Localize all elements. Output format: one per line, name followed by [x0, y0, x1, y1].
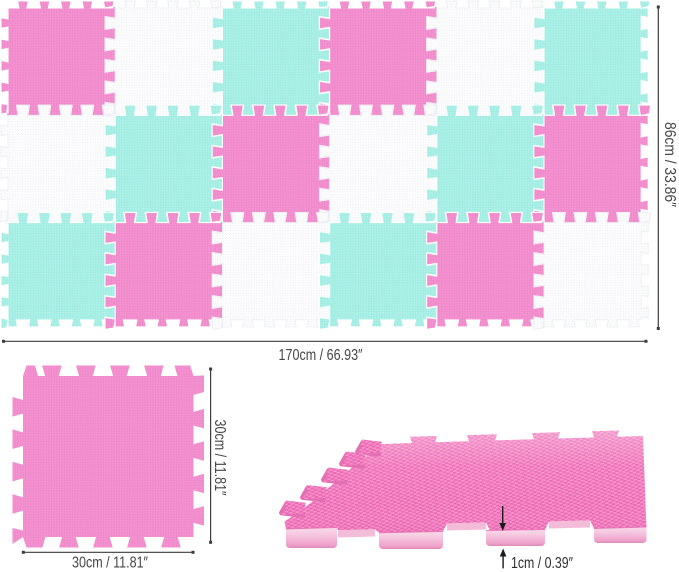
svg-text:1cm / 0.39″: 1cm / 0.39″: [511, 555, 573, 572]
svg-text:170cm / 66.93″: 170cm / 66.93″: [279, 347, 363, 364]
svg-text:30cm / 11.81″: 30cm / 11.81″: [72, 555, 148, 572]
svg-text:30cm / 11.81″: 30cm / 11.81″: [211, 420, 228, 496]
svg-text:86cm / 33.86″: 86cm / 33.86″: [661, 122, 678, 207]
